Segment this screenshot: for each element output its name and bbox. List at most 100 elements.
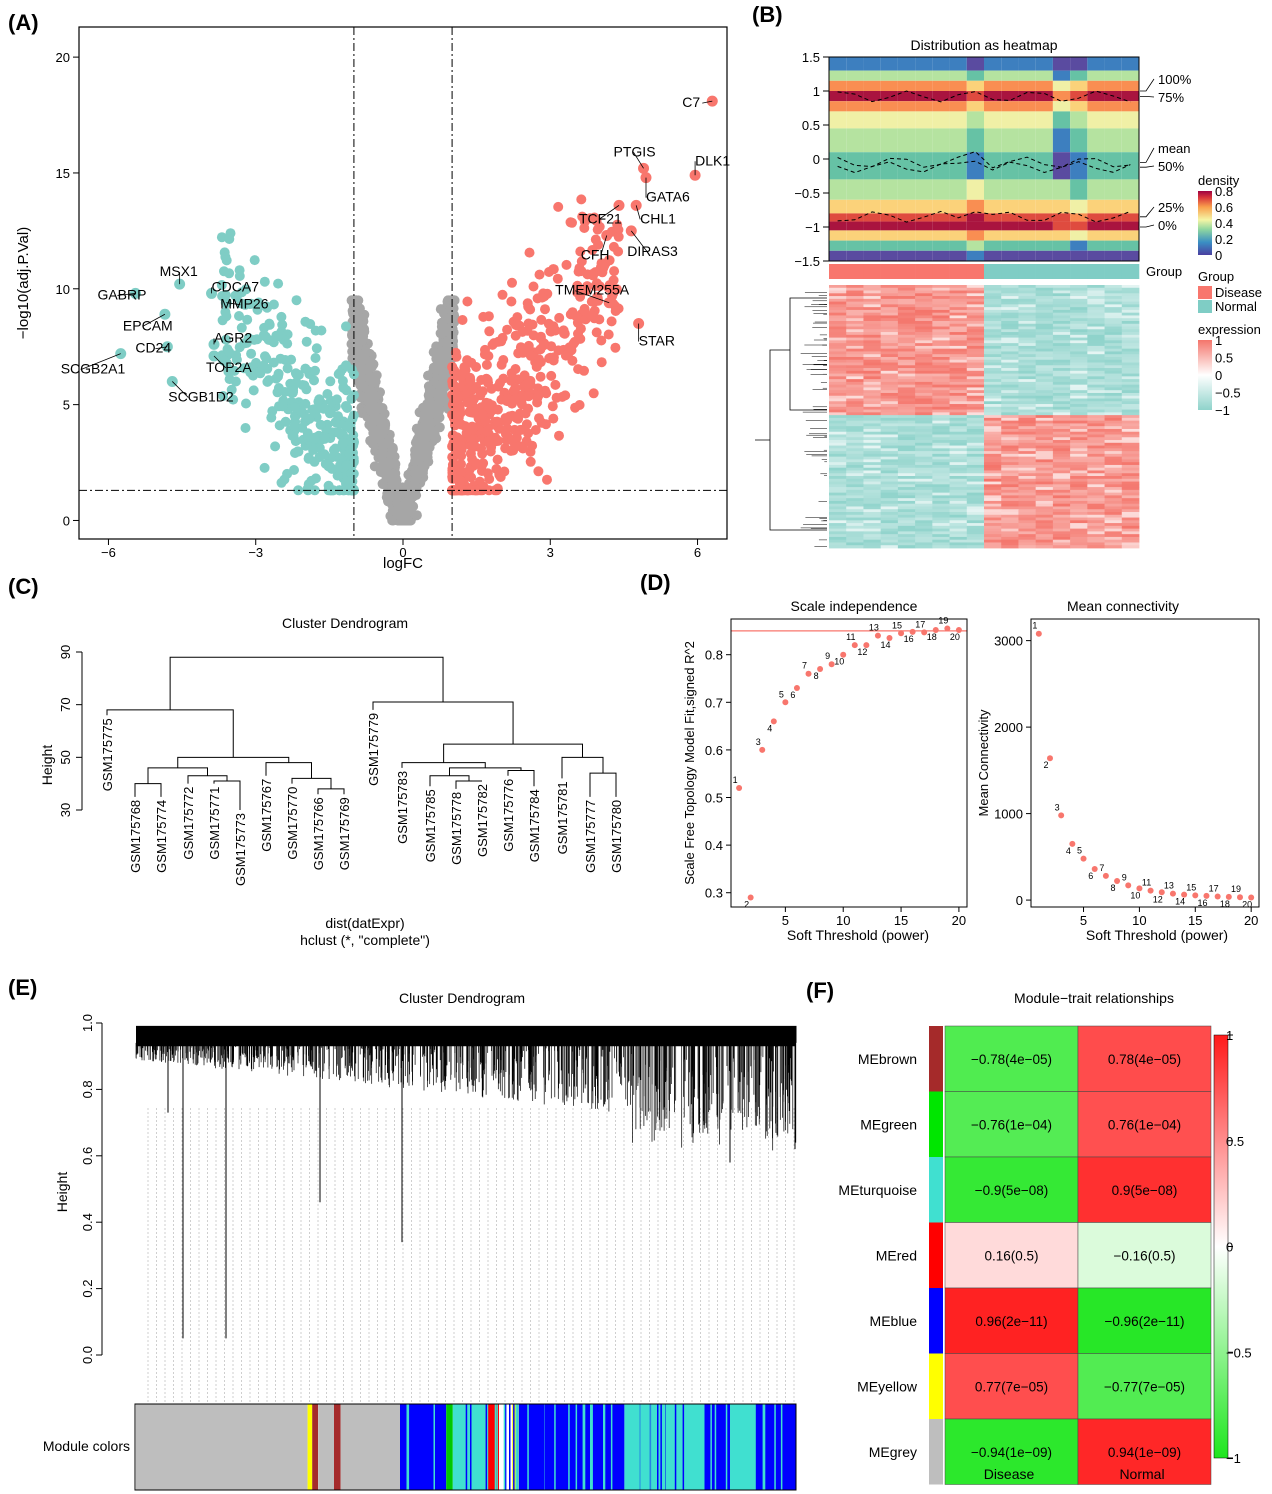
volcano-point-down: [308, 445, 319, 455]
expression-cell: [846, 354, 864, 358]
expression-cell: [984, 368, 1002, 372]
expression-cell: [915, 534, 933, 538]
distribution-density-cell: [1070, 179, 1088, 200]
volcano-point-up: [502, 394, 513, 404]
expression-cell: [984, 498, 1002, 502]
expression-cell: [1018, 301, 1037, 305]
expression-cell: [1018, 437, 1037, 441]
distribution-density-cell: [829, 179, 847, 200]
distribution-density-cell: [1121, 101, 1139, 112]
volcano-point-down: [270, 441, 281, 452]
expression-cell: [915, 404, 933, 408]
expression-cell: [846, 431, 864, 435]
expression-cell: [1070, 481, 1088, 485]
expression-cell: [1070, 334, 1088, 338]
expression-cell: [1001, 500, 1019, 505]
expression-cell: [949, 356, 968, 361]
expression-cell: [915, 296, 933, 300]
expression-tick-label: 0.5: [1215, 351, 1233, 366]
expression-cell: [966, 448, 985, 452]
volcano-point-down: [325, 376, 336, 387]
expression-cell: [949, 365, 968, 369]
expression-cell: [897, 464, 916, 469]
volcano-point-down: [310, 353, 321, 363]
expression-cell: [915, 381, 933, 386]
expression-cell: [966, 307, 985, 311]
expression-cell: [1035, 520, 1054, 524]
distribution-density-cell: [880, 250, 898, 261]
expression-cell: [915, 293, 933, 297]
mean-connectivity-point-label: 14: [1175, 897, 1185, 907]
expression-cell: [1001, 428, 1019, 433]
expression-cell: [846, 293, 864, 297]
expression-cell: [1070, 340, 1088, 344]
expression-cell: [863, 456, 882, 460]
group-bar-cell: [897, 264, 916, 279]
expression-cell: [949, 329, 968, 333]
expression-cell: [1018, 390, 1037, 394]
expression-cell: [1121, 384, 1140, 388]
distribution-density-cell: [966, 111, 984, 129]
mean-connectivity-title: Mean connectivity: [1067, 598, 1179, 614]
volcano-point-up: [561, 259, 572, 270]
expression-cell: [1035, 431, 1054, 435]
expression-cell: [1001, 351, 1019, 355]
expression-cell: [1018, 329, 1037, 333]
group-legend-normal: Normal: [1215, 299, 1257, 314]
expression-cell: [1035, 509, 1054, 513]
expression-cell: [1087, 478, 1105, 482]
volcano-point-down: [240, 423, 251, 433]
expression-cell: [897, 484, 916, 488]
expression-cell: [984, 401, 1002, 405]
expression-cell: [1070, 298, 1088, 303]
expression-cell: [1087, 539, 1105, 543]
volcano-point-up: [525, 456, 536, 467]
expression-cell: [984, 354, 1002, 358]
expression-cell: [846, 545, 864, 549]
expression-cell: [966, 426, 985, 430]
volcano-point-up: [506, 296, 517, 307]
row-dendrogram-trunk: [755, 297, 827, 531]
expression-cell: [829, 318, 847, 322]
expression-cell: [846, 448, 864, 452]
expression-cell: [863, 381, 882, 386]
expression-cell: [1035, 434, 1054, 438]
expression-cell: [1052, 415, 1071, 419]
expression-cell: [897, 409, 916, 413]
distribution-density-cell: [1070, 128, 1088, 153]
expression-cell: [1001, 495, 1019, 499]
expression-cell: [966, 373, 985, 377]
expression-cell: [1018, 409, 1037, 413]
expression-cell: [1052, 309, 1071, 314]
expression-cell: [880, 534, 899, 538]
volcano-point-down: [287, 388, 298, 399]
mean-connectivity-y-tick-label: 2000: [994, 720, 1023, 735]
expression-cell: [1121, 293, 1140, 297]
volcano-point-down: [246, 348, 257, 359]
expression-cell: [932, 536, 950, 541]
expression-cell: [966, 387, 985, 391]
expression-cell: [1070, 304, 1088, 308]
expression-cell: [829, 531, 847, 535]
expression-cell: [1121, 362, 1140, 366]
volcano-point-up: [536, 314, 547, 325]
expression-cell: [949, 345, 968, 350]
distribution-density-cell: [932, 101, 950, 112]
volcano-point-down: [334, 427, 345, 438]
volcano-point-up: [519, 370, 530, 381]
distribution-density-cell: [915, 179, 933, 200]
volcano-point-up: [506, 368, 517, 379]
distribution-density-cell: [1052, 179, 1071, 200]
volcano-point-up: [478, 311, 489, 322]
expression-cell: [966, 487, 985, 491]
expression-cell: [949, 451, 968, 455]
expression-cell: [1070, 309, 1088, 314]
expression-cell: [1070, 453, 1088, 458]
expression-cell: [949, 440, 968, 444]
expression-cell: [1001, 478, 1019, 482]
mean-connectivity-y-tick-label: 0: [1016, 893, 1023, 908]
distribution-density-cell: [1104, 250, 1122, 261]
expression-cell: [1104, 285, 1123, 289]
expression-cell: [863, 340, 882, 344]
